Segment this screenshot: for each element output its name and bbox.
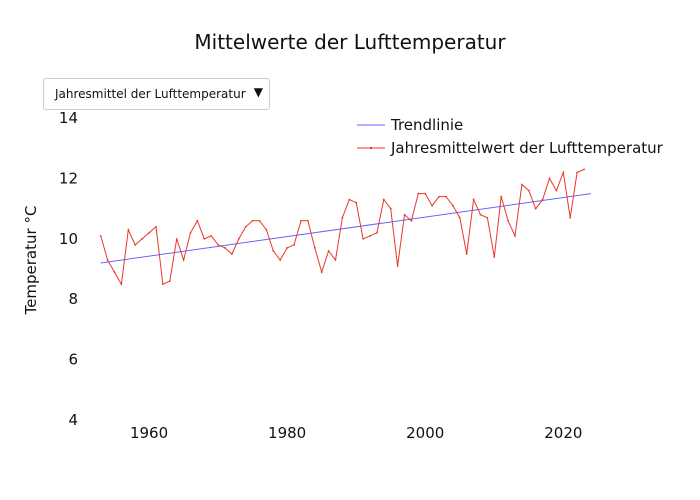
data-point xyxy=(113,271,116,273)
data-point xyxy=(348,198,351,201)
triangle-down-icon: ▼ xyxy=(253,85,263,99)
data-point xyxy=(99,234,102,237)
data-point xyxy=(224,247,226,249)
data-point xyxy=(182,259,185,261)
data-point xyxy=(258,219,261,222)
legend-item-trendline[interactable]: Trendlinie xyxy=(357,116,463,134)
data-point xyxy=(141,237,144,240)
data-point xyxy=(237,237,240,240)
data-point xyxy=(286,247,289,249)
data-point xyxy=(313,247,316,249)
data-point xyxy=(148,231,150,234)
x-tick-label: 2020 xyxy=(544,424,582,442)
data-point xyxy=(583,168,585,171)
data-point xyxy=(472,198,475,201)
legend-label: Jahresmittelwert der Lufttemperatur xyxy=(390,139,664,157)
series-select-dropdown[interactable]: Jahresmittel der Lufttemperatur ▼ xyxy=(43,78,270,110)
y-tick-label: 8 xyxy=(68,290,78,308)
x-tick-label: 1980 xyxy=(268,424,306,442)
data-point xyxy=(155,225,157,228)
data-point xyxy=(362,237,364,240)
data-point xyxy=(555,189,558,192)
x-tick-label: 1960 xyxy=(130,424,168,442)
data-point xyxy=(541,198,544,201)
data-point xyxy=(493,256,496,258)
x-tick-label: 2000 xyxy=(406,424,444,442)
data-point xyxy=(500,195,503,198)
data-point xyxy=(507,219,509,222)
data-point xyxy=(569,216,572,219)
data-point xyxy=(134,244,137,246)
data-point xyxy=(417,192,420,195)
data-point xyxy=(382,198,385,201)
data-point xyxy=(279,259,282,261)
y-tick-label: 6 xyxy=(68,351,78,369)
data-point xyxy=(168,280,171,283)
data-point xyxy=(369,234,371,237)
legend-marker xyxy=(369,146,373,150)
data-point xyxy=(341,216,344,219)
data-point xyxy=(465,253,468,255)
y-tick-label: 4 xyxy=(68,411,78,429)
data-point xyxy=(486,216,489,219)
data-point xyxy=(217,244,219,246)
series-layer xyxy=(99,168,592,286)
data-point xyxy=(320,271,323,273)
data-point xyxy=(396,265,399,267)
y-axis: 4 6 8 10 12 14 xyxy=(59,109,78,429)
data-point xyxy=(231,253,233,255)
data-point xyxy=(327,250,330,252)
data-point xyxy=(196,219,199,222)
y-tick-label: 14 xyxy=(59,109,78,127)
data-point xyxy=(300,219,302,222)
data-point xyxy=(203,237,206,240)
data-point xyxy=(534,207,537,210)
data-point xyxy=(527,189,530,192)
data-point xyxy=(272,250,275,252)
y-tick-label: 10 xyxy=(59,230,78,248)
data-point xyxy=(244,225,247,228)
data-point xyxy=(175,237,178,240)
data-point xyxy=(106,259,109,261)
x-axis: 1960 1980 2000 2020 xyxy=(130,424,582,442)
data-point xyxy=(458,216,461,219)
data-point xyxy=(127,228,130,231)
y-tick-label: 12 xyxy=(59,169,78,187)
data-point xyxy=(445,195,447,198)
data-point xyxy=(562,171,565,174)
data-point xyxy=(410,219,413,222)
data-point xyxy=(403,213,406,216)
data-point xyxy=(376,231,378,234)
data-point xyxy=(424,192,427,195)
legend-label: Trendlinie xyxy=(390,116,463,134)
data-point xyxy=(514,234,516,237)
data-point xyxy=(293,244,295,246)
data-point xyxy=(189,231,192,234)
data-point xyxy=(431,204,434,207)
data-point xyxy=(389,207,392,210)
y-axis-title: Temperatur °C xyxy=(22,206,40,316)
data-point xyxy=(451,204,454,207)
chart-title: Mittelwerte der Lufttemperatur xyxy=(194,30,506,54)
data-point xyxy=(355,201,358,204)
trendline-series-line xyxy=(100,193,592,264)
data-point xyxy=(479,213,482,216)
data-point xyxy=(548,177,551,180)
data-point xyxy=(521,183,523,186)
data-point xyxy=(576,171,579,174)
data-point xyxy=(265,228,268,231)
data-point xyxy=(120,283,123,286)
legend-item-annual-mean[interactable]: Jahresmittelwert der Lufttemperatur xyxy=(357,139,664,157)
data-point xyxy=(306,219,309,222)
data-point xyxy=(438,195,440,198)
data-point xyxy=(210,234,213,237)
data-point xyxy=(334,259,337,261)
annual-mean-series-line xyxy=(100,168,585,286)
data-point xyxy=(251,219,254,222)
data-point xyxy=(161,283,164,286)
legend[interactable]: Trendlinie Jahresmittelwert der Lufttempe… xyxy=(357,116,664,157)
dropdown-selected-value: Jahresmittel der Lufttemperatur xyxy=(55,87,246,101)
